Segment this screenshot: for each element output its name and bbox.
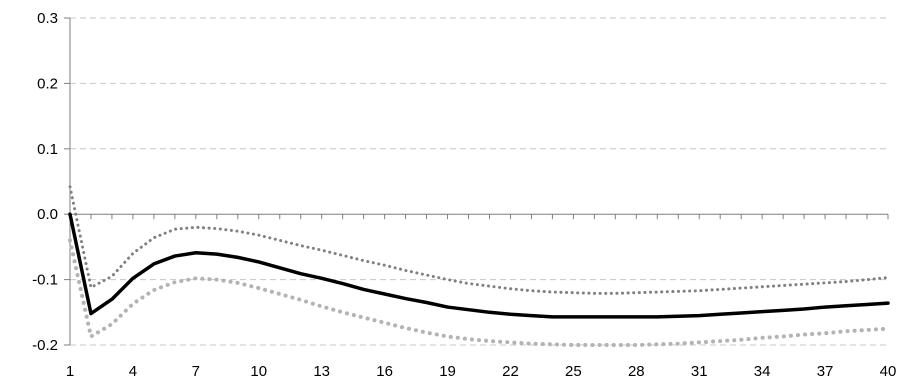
series-line-lower [68, 238, 890, 347]
series-line-upper [68, 185, 890, 295]
x-tick-label: 22 [502, 363, 519, 380]
y-tick-label: 0.0 [37, 206, 58, 223]
y-tick-label: -0.1 [32, 272, 58, 289]
y-tick-label: 0.1 [37, 141, 58, 158]
x-tick-label: 31 [691, 363, 708, 380]
x-tick-label: 1 [66, 363, 74, 380]
y-tick-label: 0.3 [37, 10, 58, 27]
y-tick-label: 0.2 [37, 75, 58, 92]
x-tick-label: 7 [192, 363, 200, 380]
x-tick-label: 16 [376, 363, 393, 380]
y-tick-labels: 0.3 0.2 0.1 0.0 -0.1 -0.2 [32, 10, 58, 354]
y-tick-label: -0.2 [32, 337, 58, 354]
x-tick-label: 37 [817, 363, 834, 380]
x-tick-label: 40 [880, 363, 897, 380]
x-tick-label: 34 [754, 363, 771, 380]
x-tick-labels: 1 4 7 10 13 16 19 22 25 28 31 34 37 40 [66, 363, 897, 380]
gridlines [70, 17, 888, 346]
axes [64, 17, 889, 346]
x-tick-label: 10 [250, 363, 267, 380]
x-tick-label: 25 [565, 363, 582, 380]
series-line-central [68, 212, 890, 319]
series-layer [68, 185, 890, 347]
x-tick-label: 28 [628, 363, 645, 380]
x-tick-label: 4 [129, 363, 137, 380]
x-tick-label: 13 [313, 363, 330, 380]
x-tick-label: 19 [439, 363, 456, 380]
